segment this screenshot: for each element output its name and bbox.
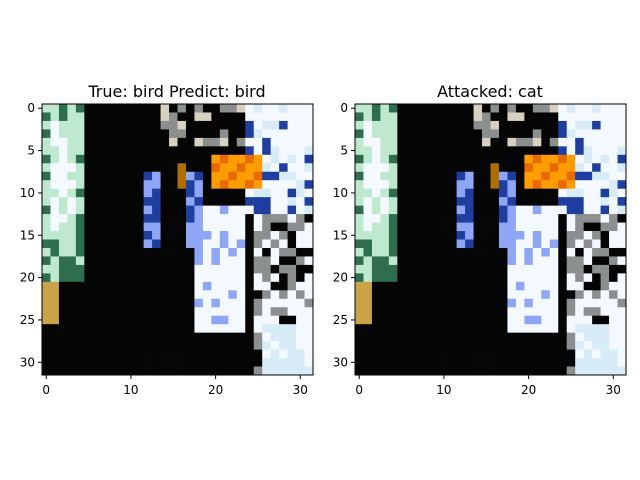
x-tick-label: 0 <box>355 383 363 397</box>
y-tick-label: 0 <box>340 101 348 115</box>
original-image <box>42 104 314 376</box>
attacked-x-ticks: 0 10 20 30 <box>355 375 621 397</box>
y-tick-label: 25 <box>333 313 348 327</box>
y-tick-label: 30 <box>20 355 35 369</box>
x-tick-label: 30 <box>606 383 621 397</box>
y-tick-label: 5 <box>340 144 348 158</box>
y-tick-label: 15 <box>333 228 348 242</box>
y-tick-label: 0 <box>27 101 35 115</box>
y-tick-label: 30 <box>333 355 348 369</box>
attacked-y-ticks: 0 5 10 15 20 25 30 <box>333 101 355 369</box>
y-tick-label: 15 <box>20 228 35 242</box>
x-tick-label: 10 <box>436 383 451 397</box>
x-tick-label: 10 <box>123 383 138 397</box>
original-image-panel: True: bird Predict: bird 0 10 20 30 0 5 10 15 2… <box>20 82 314 397</box>
original-x-ticks: 0 10 20 30 <box>42 375 308 397</box>
x-tick-label: 0 <box>42 383 50 397</box>
x-tick-label: 30 <box>293 383 308 397</box>
attacked-image <box>355 104 627 376</box>
attacked-image-frame <box>354 103 627 376</box>
original-image-frame <box>41 103 314 376</box>
attacked-image-panel: Attacked: cat 0 10 20 30 0 5 10 15 20 25 30 <box>333 82 627 397</box>
original-y-ticks: 0 5 10 15 20 25 30 <box>20 101 42 369</box>
attacked-image-title: Attacked: cat <box>437 82 543 101</box>
x-tick-label: 20 <box>208 383 223 397</box>
y-tick-label: 25 <box>20 313 35 327</box>
y-tick-label: 10 <box>333 186 348 200</box>
y-tick-label: 20 <box>333 271 348 285</box>
x-tick-label: 20 <box>521 383 536 397</box>
y-tick-label: 10 <box>20 186 35 200</box>
original-image-title: True: bird Predict: bird <box>87 82 265 101</box>
y-tick-label: 20 <box>20 271 35 285</box>
y-tick-label: 5 <box>27 144 35 158</box>
